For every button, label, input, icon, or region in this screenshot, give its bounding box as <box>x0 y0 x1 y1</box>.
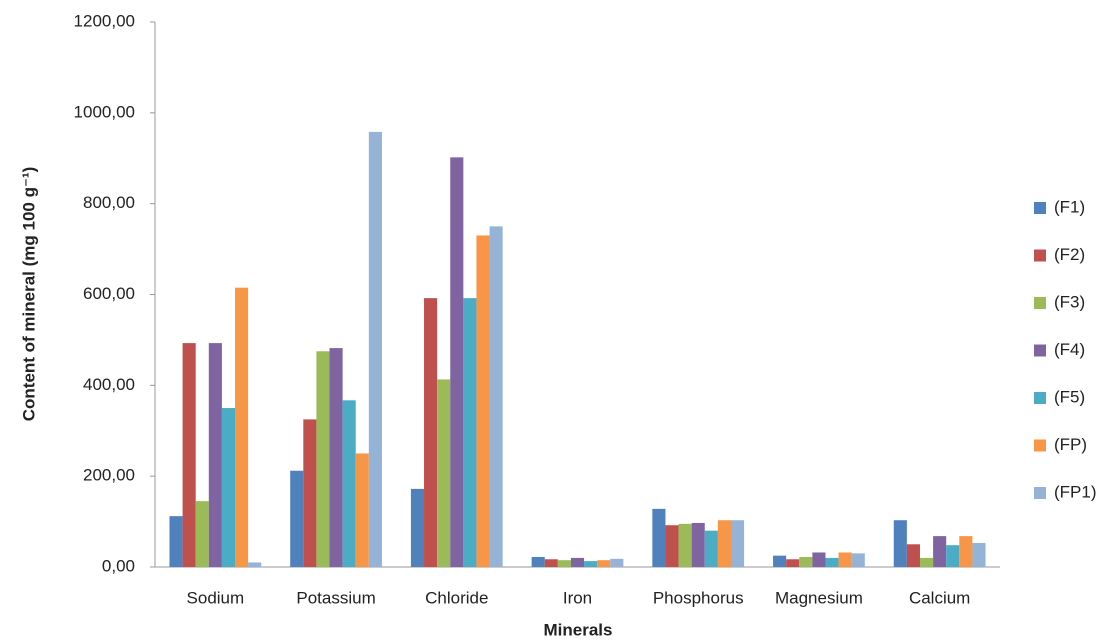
bar <box>584 561 598 567</box>
legend-label: (F3) <box>1054 292 1085 311</box>
y-tick-label: 0,00 <box>102 556 135 575</box>
bar <box>450 157 464 567</box>
bar <box>570 557 585 567</box>
y-tick-label: 800,00 <box>83 193 135 212</box>
legend-swatch <box>1034 344 1046 357</box>
bar <box>169 516 183 567</box>
legend-label: (F1) <box>1054 197 1085 216</box>
bar <box>208 343 222 567</box>
legend-swatch <box>1034 439 1046 452</box>
bar <box>665 525 679 567</box>
legend-swatch <box>1034 249 1046 262</box>
bar <box>678 523 692 567</box>
bar <box>825 557 839 567</box>
bar <box>437 379 451 567</box>
bar <box>424 298 438 567</box>
x-tick-label: Sodium <box>187 588 245 607</box>
x-axis-title: Minerals <box>544 620 613 639</box>
bar <box>221 408 236 567</box>
legend-swatch <box>1034 487 1046 499</box>
bar <box>342 400 356 567</box>
y-axis-title: Content of mineral (mg 100 g⁻¹) <box>19 167 38 422</box>
legend-label: (F2) <box>1054 245 1085 264</box>
legend-label: (FP1) <box>1054 482 1097 501</box>
legend-label: (F4) <box>1054 340 1085 359</box>
bar <box>610 558 624 567</box>
bar <box>355 453 369 567</box>
bar <box>531 557 545 567</box>
bar <box>303 419 317 567</box>
bar <box>368 131 382 568</box>
legend-swatch <box>1034 297 1046 309</box>
x-tick-label: Phosphorus <box>653 588 744 607</box>
y-tick-label: 600,00 <box>83 284 135 303</box>
y-tick-label: 1200,00 <box>74 11 135 30</box>
x-tick-label: Calcium <box>909 588 970 607</box>
legend-swatch <box>1034 202 1046 214</box>
bar <box>691 522 705 567</box>
bar <box>290 470 304 567</box>
x-tick-label: Magnesium <box>775 588 863 607</box>
legend-swatch <box>1034 392 1046 404</box>
bar <box>893 520 907 567</box>
bar <box>652 508 666 567</box>
bar <box>195 501 209 567</box>
y-tick-label: 200,00 <box>83 466 135 485</box>
bar <box>717 520 731 567</box>
bar <box>248 562 262 567</box>
bar <box>235 287 249 567</box>
bar <box>410 488 425 567</box>
bar <box>704 530 718 567</box>
bar <box>799 557 813 567</box>
bar <box>544 559 558 567</box>
bar <box>316 351 330 567</box>
bar <box>329 348 343 567</box>
bar <box>730 520 745 567</box>
y-tick-label: 400,00 <box>83 375 135 394</box>
bar <box>476 235 490 568</box>
bar <box>946 545 960 567</box>
x-tick-label: Chloride <box>425 588 488 607</box>
bar <box>489 226 503 567</box>
bar <box>557 560 571 567</box>
bar <box>786 559 800 567</box>
bar <box>812 552 826 567</box>
bar <box>851 553 865 567</box>
bar <box>597 560 611 567</box>
x-tick-label: Iron <box>563 588 592 607</box>
legend-label: (F5) <box>1054 387 1085 406</box>
bar <box>838 552 852 567</box>
x-tick-label: Potassium <box>296 588 375 607</box>
legend-label: (FP) <box>1054 435 1087 454</box>
bar <box>972 542 986 567</box>
bar <box>182 343 196 567</box>
y-tick-label: 1000,00 <box>74 102 135 121</box>
bar <box>906 544 920 567</box>
bar <box>773 555 787 567</box>
bar <box>959 536 973 567</box>
bar <box>919 557 934 567</box>
bar <box>463 298 477 567</box>
bar <box>933 536 947 567</box>
